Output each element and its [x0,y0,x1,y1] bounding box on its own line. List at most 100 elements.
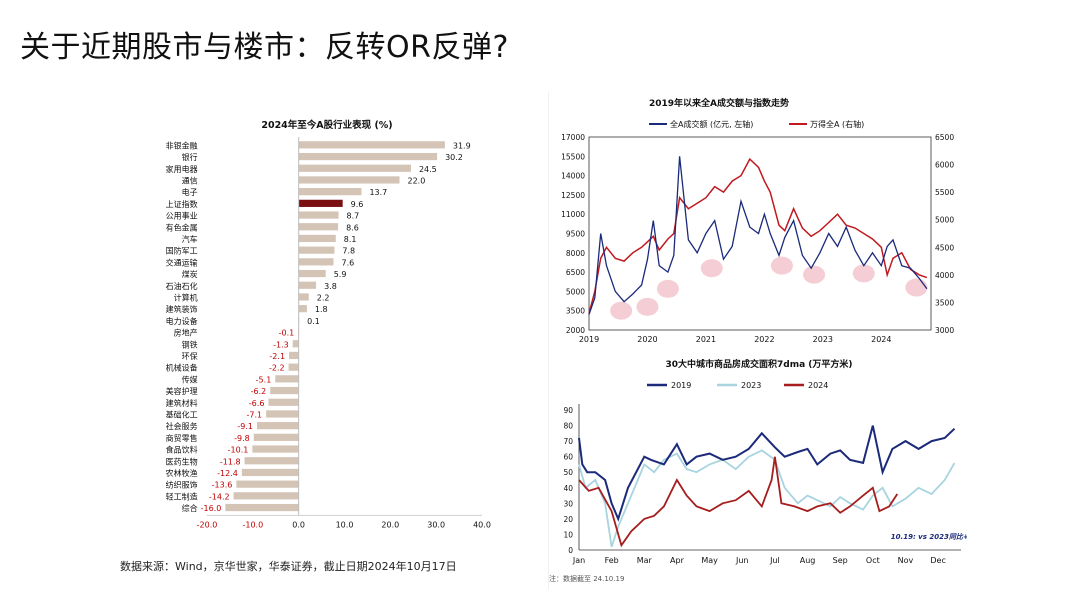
bar-value-label: -2.2 [269,364,285,373]
bar-value-label: -16.0 [201,504,222,513]
bar [241,468,299,477]
bar [298,258,334,266]
left-axis-tick: 3500 [566,307,585,316]
bar-value-label: 30.2 [445,153,463,162]
x-tick-label: 30.0 [427,520,445,529]
index-line [588,157,928,314]
bar-value-label: 31.9 [453,141,471,150]
legend-label-2019: 2019 [671,381,691,390]
bar [298,293,309,301]
bar-value-label: -14.2 [209,492,230,501]
month-tick-label: Jan [572,556,585,565]
turnover-line [588,156,928,315]
bar-value-label: -12.4 [217,469,238,478]
bar-category-label: 电子 [182,187,198,197]
bar-chart-title: 2024年至今A股行业表现 (%) [261,119,392,131]
left-axis-tick: 9500 [566,230,585,239]
y-axis-tick: 90 [563,406,573,415]
bar [298,141,445,149]
bar-category-label: 非银金融 [166,140,198,150]
housing-sales-chart: 30大中城市商品房成交面积7dma (万平方米) 2019 2023 2024 0 10 2… [563,358,967,565]
bar-value-label: 5.9 [334,270,347,279]
y-axis-tick: 60 [563,453,573,462]
right-axis-tick: 4000 [935,271,954,280]
bar-value-label: -6.2 [251,387,267,396]
right-axis-tick: 3000 [935,326,954,335]
bar-category-label: 家用电器 [166,164,198,174]
bar [289,351,299,360]
bar-value-label: 13.7 [369,188,387,197]
bar [298,234,336,243]
bar-category-label: 机械设备 [166,363,198,373]
left-axis-tick: 12500 [561,191,585,200]
right-axis-tick: 4500 [935,243,954,252]
bar-category-label: 传媒 [182,374,198,384]
bar [252,445,299,453]
bar-category-label: 交通运输 [166,257,198,267]
bar-category-label: 电力设备 [166,316,198,326]
bar [275,375,299,383]
bar [236,480,299,488]
x-axis-tick: 2024 [871,335,891,344]
y-axis-tick: 30 [563,499,573,508]
y-axis-tick: 0 [568,546,573,555]
bar-category-label: 煤炭 [182,269,198,279]
bar-value-label: 22.0 [408,176,426,185]
bar-value-label: 8.6 [346,223,359,232]
bar-category-label: 有色金属 [166,222,198,232]
month-tick-label: Aug [800,556,816,565]
month-tick-label: Feb [605,556,619,565]
bar-value-label: 24.5 [419,165,437,174]
bar [268,398,299,406]
bar [298,305,307,313]
legend-index-label: 万得全A (右轴) [810,119,864,129]
y-axis-tick: 50 [563,468,573,477]
trough-highlight-circle [610,301,633,320]
bar [298,281,317,289]
x-axis-tick: 2022 [754,335,774,344]
bar-value-label: 8.7 [347,212,360,221]
bar [225,503,299,512]
right-axis-tick: 3500 [935,298,954,307]
bar-value-label: 9.6 [351,200,364,209]
bar-category-label: 建筑装饰 [166,304,198,314]
left-axis-tick: 6500 [566,268,585,277]
left-axis-tick: 14000 [561,172,585,181]
month-tick-label: Dec [930,556,945,565]
bar [298,223,339,231]
bar [244,457,299,465]
bar-value-label: -9.8 [234,434,250,443]
right-axis-tick: 6000 [935,161,954,170]
bar-category-label: 公用事业 [166,211,198,221]
bar-category-label: 石油石化 [166,281,198,291]
industry-bar-chart: 2024年至今A股行业表现 (%) 非银金融 31.9 银行 30.2 家用电器 24.5 通… [166,119,491,529]
month-tick-label: May [701,556,718,565]
bar-category-label: 美容护理 [166,386,198,396]
bar [298,199,343,207]
x-axis-tick: 2021 [696,335,716,344]
left-axis-tick: 17000 [561,133,585,142]
x-tick-label: 10.0 [336,520,354,529]
housing-chart-title: 30大中城市商品房成交面积7dma (万平方米) [665,358,852,370]
left-axis-tick: 5000 [566,287,585,296]
bar-category-label: 综合 [182,503,198,513]
y-axis-tick: 10 [563,530,573,539]
bar-category-label: 房地产 [174,328,198,338]
bar-value-label: -0.1 [279,329,295,338]
bar [298,164,411,172]
x-tick-label: 0.0 [292,520,305,529]
trough-highlight-circle [770,256,793,275]
bar-value-label: -5.1 [256,375,272,384]
y-axis-tick: 20 [563,515,573,524]
bar-category-label: 银行 [182,152,198,162]
bar-value-label: 0.1 [307,317,320,326]
turnover-chart-title: 2019年以来全A成交额与指数走势 [649,97,789,109]
bar [270,386,299,395]
x-axis-tick: 2020 [637,335,657,344]
x-axis-tick: 2023 [813,335,833,344]
right-panel: 2019年以来全A成交额与指数走势 全A成交额 (亿元, 左轴) 万得全A (右轴)… [548,92,967,589]
bar-category-label: 通信 [182,175,198,185]
bar-category-label: 计算机 [174,292,198,302]
month-tick-label: Oct [866,556,880,565]
